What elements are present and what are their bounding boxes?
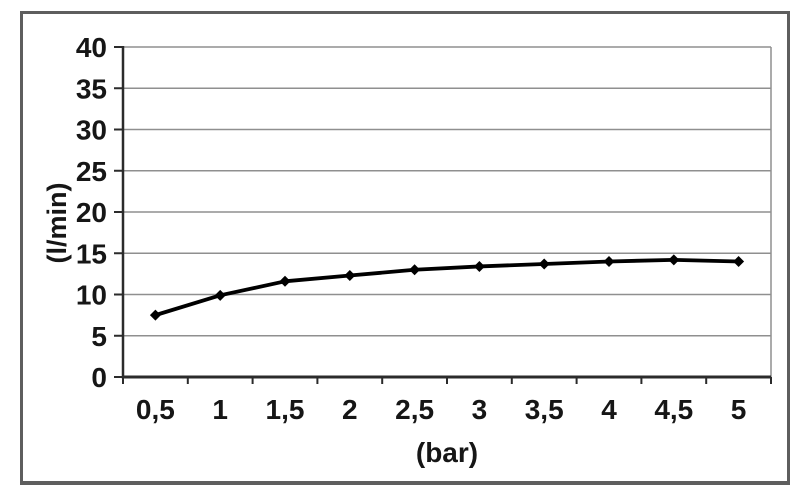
- x-tick-label: 4,5: [654, 394, 693, 425]
- y-tick-label: 35: [76, 73, 107, 104]
- data-point-marker: [603, 256, 615, 267]
- x-tick-label: 3: [472, 394, 488, 425]
- y-tick-label: 5: [91, 321, 107, 352]
- data-point-marker: [668, 254, 680, 266]
- x-tick-label: 1,5: [266, 394, 305, 425]
- y-tick-label: 40: [76, 32, 107, 63]
- y-tick-label: 10: [76, 280, 107, 311]
- x-tick-label: 2,5: [395, 394, 434, 425]
- x-tick-label: 0,5: [136, 394, 175, 425]
- data-point-marker: [214, 289, 226, 301]
- chart-frame: [20, 11, 790, 485]
- data-point-marker: [279, 275, 291, 287]
- x-tick-label: 2: [342, 394, 358, 425]
- data-point-marker: [409, 264, 421, 276]
- y-tick-label: 15: [76, 238, 107, 269]
- y-tick-label: 25: [76, 156, 107, 187]
- data-point-marker: [473, 260, 485, 272]
- x-axis-title: (bar): [415, 437, 479, 468]
- data-point-marker: [538, 258, 550, 270]
- data-point-marker: [733, 256, 745, 267]
- x-tick-label: 4: [601, 394, 617, 425]
- y-tick-label: 30: [76, 115, 107, 146]
- x-tick-label: 5: [731, 394, 747, 425]
- data-point-marker: [149, 309, 161, 321]
- data-point-marker: [344, 270, 356, 282]
- x-tick-label: 3,5: [525, 394, 564, 425]
- x-tick-label: 1: [212, 394, 228, 425]
- y-tick-label: 0: [91, 362, 107, 393]
- y-axis-title: (l/min): [42, 182, 72, 264]
- y-tick-label: 20: [76, 197, 107, 228]
- series-line: [153, 257, 741, 318]
